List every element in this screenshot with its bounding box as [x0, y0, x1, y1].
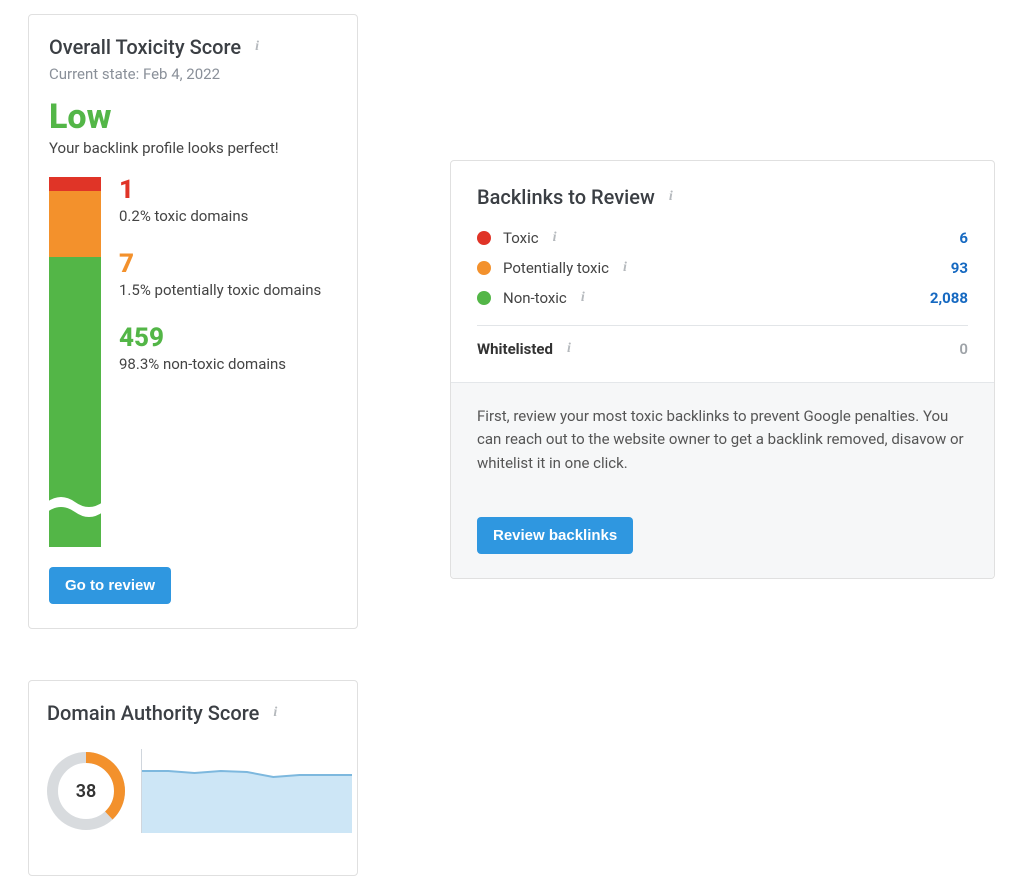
backlinks-row-label: Potentially toxic i	[503, 259, 633, 277]
toxicity-bar	[49, 177, 101, 547]
backlinks-row-label-text: Non-toxic	[503, 289, 567, 307]
toxicity-score-card: Overall Toxicity Score i Current state: …	[28, 14, 358, 629]
toxicity-title-row: Overall Toxicity Score i	[49, 35, 337, 59]
domain-authority-score: 38	[47, 752, 125, 830]
backlinks-row-value[interactable]: 93	[951, 259, 968, 277]
review-backlinks-button[interactable]: Review backlinks	[477, 517, 633, 554]
domain-authority-title: Domain Authority Score	[47, 701, 259, 725]
backlinks-whitelisted-label: Whitelisted i	[477, 340, 577, 358]
info-icon[interactable]: i	[267, 705, 283, 721]
info-icon[interactable]: i	[617, 260, 633, 276]
toxicity-bar-wave-cut	[47, 495, 103, 519]
divider	[477, 325, 968, 326]
backlinks-title-row: Backlinks to Review i	[477, 185, 968, 209]
domain-authority-sparkline	[141, 749, 352, 833]
toxicity-stat-toxic-label: 0.2% toxic domains	[119, 207, 337, 225]
backlinks-row-toxic[interactable]: Toxic i 6	[477, 223, 968, 253]
domain-authority-donut: 38	[47, 752, 125, 830]
backlinks-row-label-text: Toxic	[503, 229, 539, 247]
toxicity-stat-nontoxic-value: 459	[119, 325, 337, 351]
backlinks-row-label: Non-toxic i	[503, 289, 591, 307]
backlinks-row-value[interactable]: 2,088	[930, 289, 968, 307]
info-icon[interactable]: i	[575, 290, 591, 306]
toxicity-description: Your backlink profile looks perfect!	[49, 139, 337, 157]
backlinks-top: Backlinks to Review i Toxic i 6 Potentia…	[451, 161, 994, 382]
backlinks-row-label: Toxic i	[503, 229, 563, 247]
dot-icon	[477, 231, 491, 245]
backlinks-hint: First, review your most toxic backlinks …	[477, 405, 968, 475]
backlinks-bottom: First, review your most toxic backlinks …	[451, 382, 994, 578]
toxicity-level: Low	[49, 97, 337, 137]
toxicity-bar-segment-potentially-toxic	[49, 191, 101, 257]
backlinks-row-value[interactable]: 6	[959, 229, 968, 247]
domain-authority-card: Domain Authority Score i 38	[28, 680, 358, 876]
info-icon[interactable]: i	[561, 341, 577, 357]
domain-authority-body: 38	[47, 743, 339, 839]
toxicity-date: Feb 4, 2022	[143, 65, 220, 83]
dot-icon	[477, 261, 491, 275]
backlinks-review-card: Backlinks to Review i Toxic i 6 Potentia…	[450, 160, 995, 579]
toxicity-stat-toxic-value: 1	[119, 177, 337, 203]
toxicity-stats: 1 0.2% toxic domains 7 1.5% potentially …	[119, 177, 337, 547]
toxicity-stat-nontoxic-label: 98.3% non-toxic domains	[119, 355, 337, 373]
toxicity-subtitle: Current state: Feb 4, 2022	[49, 65, 337, 83]
toxicity-stat-potential-label: 1.5% potentially toxic domains	[119, 281, 337, 299]
backlinks-title: Backlinks to Review	[477, 185, 655, 209]
info-icon[interactable]: i	[249, 39, 265, 55]
toxicity-stat-toxic: 1 0.2% toxic domains	[119, 177, 337, 225]
domain-authority-title-row: Domain Authority Score i	[47, 701, 339, 725]
toxicity-stat-potential: 7 1.5% potentially toxic domains	[119, 251, 337, 299]
info-icon[interactable]: i	[663, 189, 679, 205]
backlinks-row-label-text: Potentially toxic	[503, 259, 609, 277]
go-to-review-button[interactable]: Go to review	[49, 567, 171, 604]
sparkline-chart-icon	[142, 749, 352, 833]
backlinks-whitelisted-value: 0	[959, 340, 968, 358]
toxicity-stat-potential-value: 7	[119, 251, 337, 277]
toxicity-title: Overall Toxicity Score	[49, 35, 241, 59]
page-root: Overall Toxicity Score i Current state: …	[0, 0, 1024, 895]
toxicity-bar-segment-toxic	[49, 177, 101, 191]
info-icon[interactable]: i	[547, 230, 563, 246]
backlinks-row-whitelisted[interactable]: Whitelisted i 0	[477, 334, 968, 364]
backlinks-whitelisted-label-text: Whitelisted	[477, 340, 553, 358]
dot-icon	[477, 291, 491, 305]
toxicity-subtitle-prefix: Current state:	[49, 65, 143, 83]
backlinks-row-non-toxic[interactable]: Non-toxic i 2,088	[477, 283, 968, 313]
toxicity-bar-row: 1 0.2% toxic domains 7 1.5% potentially …	[49, 177, 337, 547]
toxicity-stat-nontoxic: 459 98.3% non-toxic domains	[119, 325, 337, 373]
backlinks-row-potentially-toxic[interactable]: Potentially toxic i 93	[477, 253, 968, 283]
